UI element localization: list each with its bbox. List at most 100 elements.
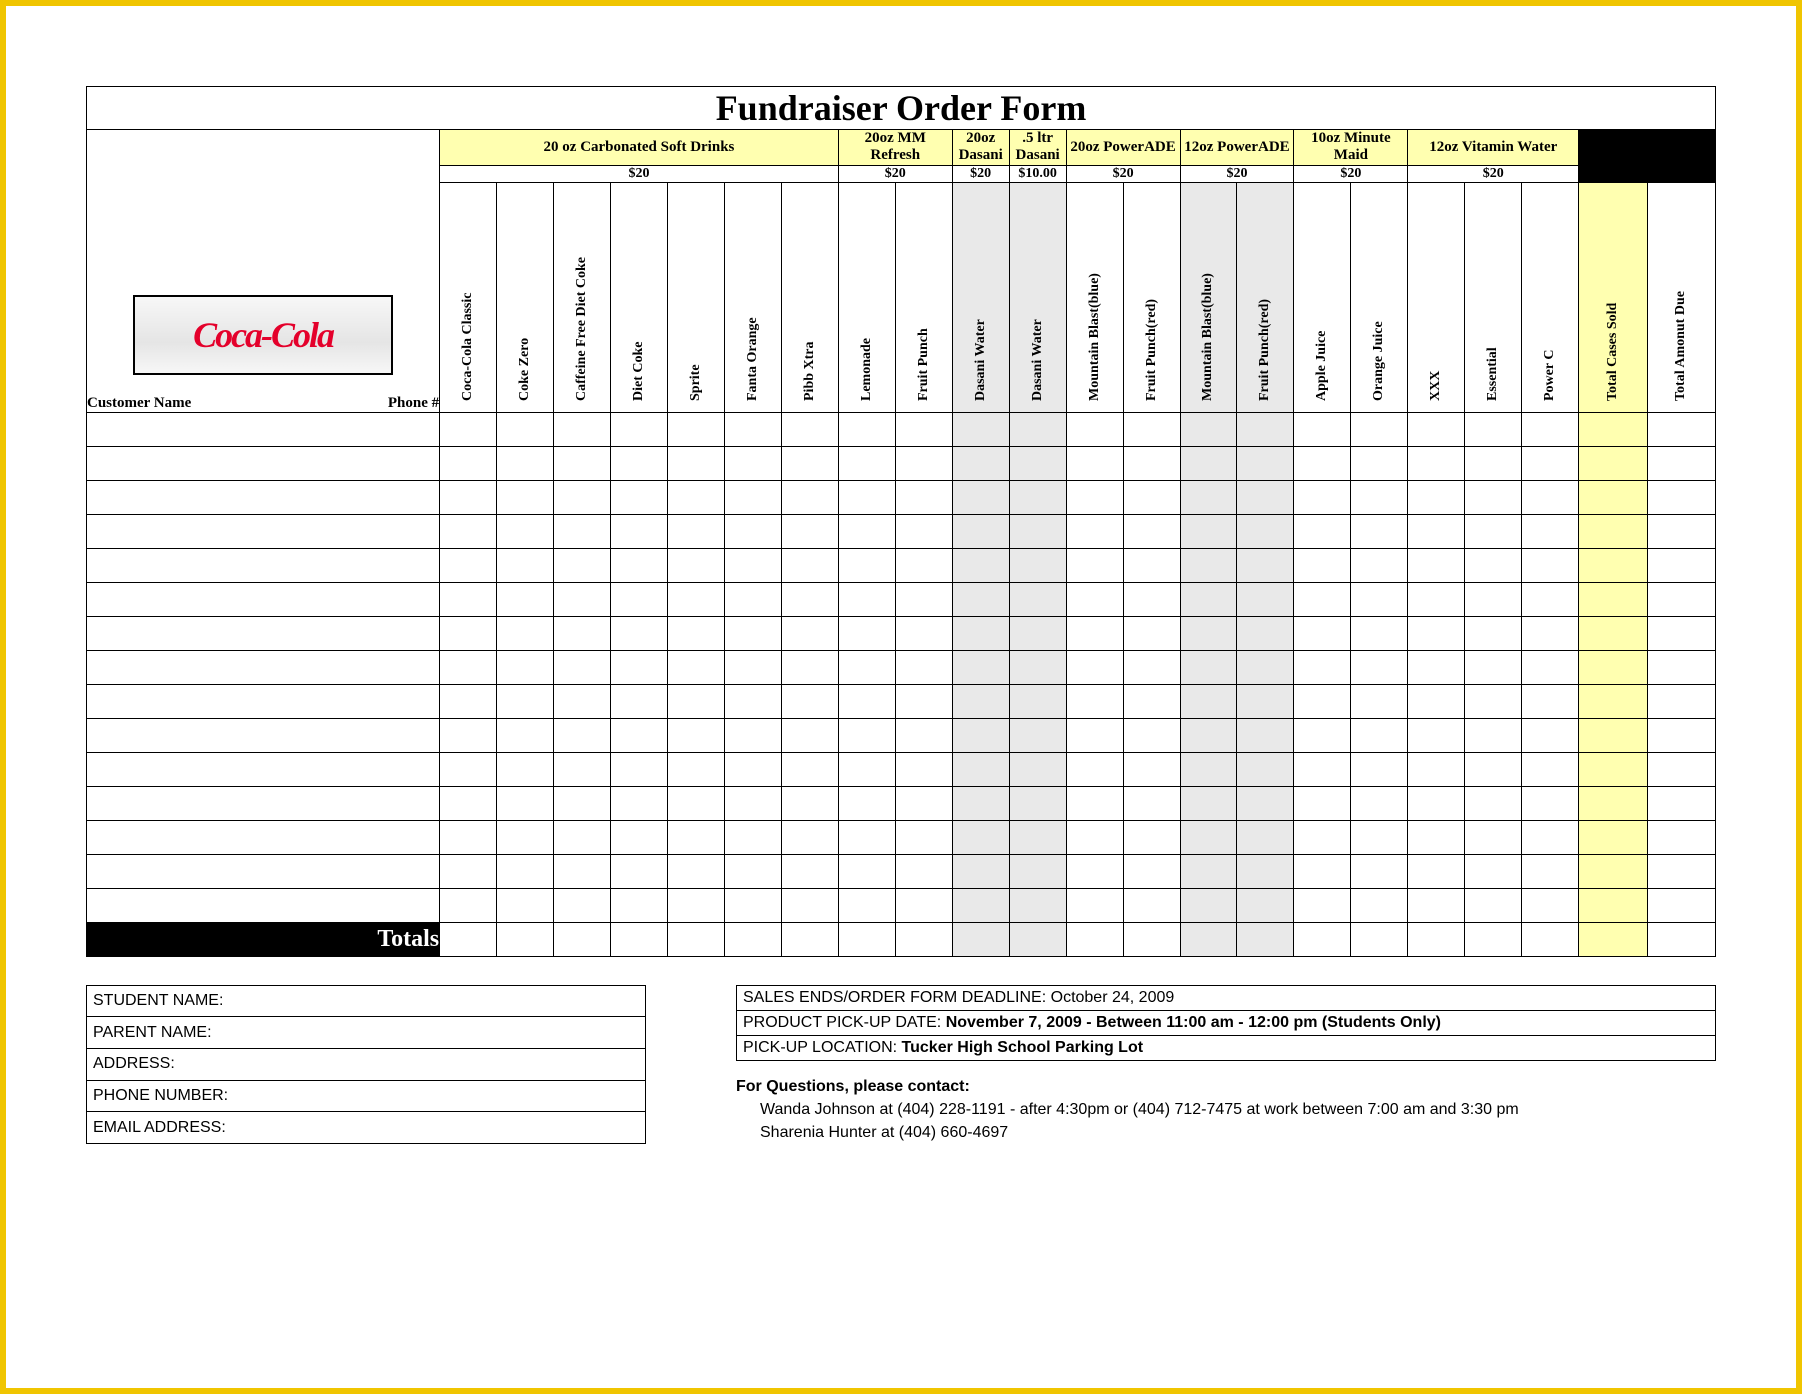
qty-cell[interactable]	[1237, 718, 1294, 752]
qty-cell[interactable]	[838, 446, 895, 480]
qty-cell[interactable]	[1465, 514, 1522, 548]
qty-cell[interactable]	[1180, 514, 1237, 548]
qty-cell[interactable]	[724, 412, 781, 446]
qty-cell[interactable]	[724, 650, 781, 684]
qty-cell[interactable]	[610, 854, 667, 888]
qty-cell[interactable]	[1294, 446, 1351, 480]
qty-cell[interactable]	[554, 888, 611, 922]
total-cell[interactable]	[1579, 854, 1647, 888]
qty-cell[interactable]	[1294, 888, 1351, 922]
qty-cell[interactable]	[838, 888, 895, 922]
qty-cell[interactable]	[610, 548, 667, 582]
qty-cell[interactable]	[1123, 854, 1180, 888]
qty-cell[interactable]	[1180, 752, 1237, 786]
qty-cell[interactable]	[440, 684, 497, 718]
qty-cell[interactable]	[838, 854, 895, 888]
qty-cell[interactable]	[1351, 480, 1408, 514]
qty-cell[interactable]	[1237, 514, 1294, 548]
qty-cell[interactable]	[1009, 786, 1066, 820]
qty-cell[interactable]	[1180, 446, 1237, 480]
total-cell[interactable]	[1579, 480, 1647, 514]
qty-cell[interactable]	[838, 820, 895, 854]
qty-cell[interactable]	[1408, 412, 1465, 446]
qty-cell[interactable]	[895, 446, 952, 480]
qty-cell[interactable]	[724, 820, 781, 854]
qty-cell[interactable]	[1066, 446, 1123, 480]
qty-cell[interactable]	[1408, 786, 1465, 820]
qty-cell[interactable]	[895, 480, 952, 514]
qty-cell[interactable]	[724, 480, 781, 514]
qty-cell[interactable]	[1294, 412, 1351, 446]
qty-cell[interactable]	[1009, 650, 1066, 684]
qty-cell[interactable]	[781, 888, 838, 922]
qty-cell[interactable]	[1408, 514, 1465, 548]
qty-cell[interactable]	[440, 752, 497, 786]
qty-cell[interactable]	[838, 684, 895, 718]
customer-cell[interactable]	[87, 650, 440, 684]
qty-cell[interactable]	[1180, 650, 1237, 684]
qty-cell[interactable]	[1237, 820, 1294, 854]
qty-cell[interactable]	[1465, 412, 1522, 446]
qty-cell[interactable]	[440, 888, 497, 922]
customer-cell[interactable]	[87, 582, 440, 616]
qty-cell[interactable]	[1351, 718, 1408, 752]
qty-cell[interactable]	[781, 786, 838, 820]
qty-cell[interactable]	[1237, 684, 1294, 718]
qty-cell[interactable]	[667, 446, 724, 480]
qty-cell[interactable]	[667, 480, 724, 514]
total-cell[interactable]	[1579, 888, 1647, 922]
qty-cell[interactable]	[1408, 582, 1465, 616]
qty-cell[interactable]	[1237, 446, 1294, 480]
info-left-2[interactable]: ADDRESS:	[87, 1048, 646, 1080]
qty-cell[interactable]	[554, 480, 611, 514]
qty-cell[interactable]	[952, 888, 1009, 922]
qty-cell[interactable]	[781, 684, 838, 718]
qty-cell[interactable]	[895, 548, 952, 582]
qty-cell[interactable]	[1351, 514, 1408, 548]
qty-cell[interactable]	[497, 786, 554, 820]
qty-cell[interactable]	[1009, 854, 1066, 888]
total-cell[interactable]	[1579, 650, 1647, 684]
total-cell[interactable]	[1647, 684, 1715, 718]
qty-cell[interactable]	[1123, 514, 1180, 548]
qty-cell[interactable]	[838, 616, 895, 650]
qty-cell[interactable]	[1522, 684, 1579, 718]
qty-cell[interactable]	[724, 582, 781, 616]
qty-cell[interactable]	[781, 752, 838, 786]
qty-cell[interactable]	[895, 412, 952, 446]
qty-cell[interactable]	[724, 786, 781, 820]
customer-cell[interactable]	[87, 854, 440, 888]
qty-cell[interactable]	[1237, 412, 1294, 446]
qty-cell[interactable]	[1465, 480, 1522, 514]
qty-cell[interactable]	[1408, 718, 1465, 752]
qty-cell[interactable]	[781, 514, 838, 548]
qty-cell[interactable]	[440, 616, 497, 650]
qty-cell[interactable]	[1522, 786, 1579, 820]
qty-cell[interactable]	[1180, 786, 1237, 820]
qty-cell[interactable]	[1351, 446, 1408, 480]
qty-cell[interactable]	[554, 514, 611, 548]
qty-cell[interactable]	[1408, 684, 1465, 718]
qty-cell[interactable]	[1351, 412, 1408, 446]
qty-cell[interactable]	[1465, 888, 1522, 922]
qty-cell[interactable]	[1408, 820, 1465, 854]
qty-cell[interactable]	[895, 786, 952, 820]
qty-cell[interactable]	[1522, 582, 1579, 616]
qty-cell[interactable]	[1237, 854, 1294, 888]
qty-cell[interactable]	[1009, 718, 1066, 752]
qty-cell[interactable]	[1066, 412, 1123, 446]
qty-cell[interactable]	[838, 548, 895, 582]
qty-cell[interactable]	[1066, 616, 1123, 650]
qty-cell[interactable]	[1294, 854, 1351, 888]
qty-cell[interactable]	[1351, 820, 1408, 854]
qty-cell[interactable]	[1123, 650, 1180, 684]
qty-cell[interactable]	[497, 446, 554, 480]
qty-cell[interactable]	[610, 480, 667, 514]
total-cell[interactable]	[1579, 718, 1647, 752]
qty-cell[interactable]	[1522, 752, 1579, 786]
total-cell[interactable]	[1647, 616, 1715, 650]
customer-cell[interactable]	[87, 752, 440, 786]
total-cell[interactable]	[1647, 786, 1715, 820]
total-cell[interactable]	[1579, 820, 1647, 854]
qty-cell[interactable]	[895, 582, 952, 616]
